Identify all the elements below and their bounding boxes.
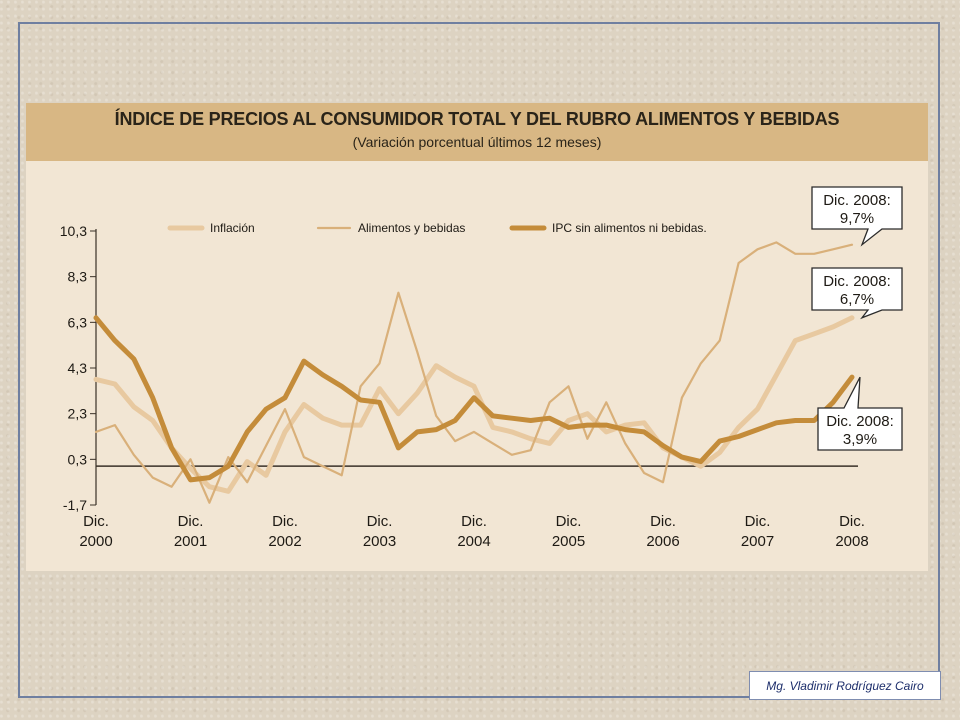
callout-label-line2: 3,9% xyxy=(843,431,877,448)
x-tick-label-line2: 2006 xyxy=(646,533,679,550)
chart-title: ÍNDICE DE PRECIOS AL CONSUMIDOR TOTAL Y … xyxy=(114,109,840,129)
callout-box xyxy=(811,186,903,247)
y-tick-label: 2,3 xyxy=(68,406,88,422)
x-tick-label-line1: Dic. xyxy=(272,513,298,530)
chart-subtitle: (Variación porcentual últimos 12 meses) xyxy=(352,134,602,150)
callout-box xyxy=(817,376,903,451)
x-tick-label-line2: 2001 xyxy=(174,533,207,550)
x-tick-label-line2: 2008 xyxy=(835,533,868,550)
series-line-1 xyxy=(93,315,855,494)
y-tick-label: -1,7 xyxy=(63,497,87,513)
x-tick-label-line1: Dic. xyxy=(556,513,582,530)
x-tick-label-line1: Dic. xyxy=(83,513,109,530)
chart-panel: ÍNDICE DE PRECIOS AL CONSUMIDOR TOTAL Y … xyxy=(26,103,928,571)
x-tick-label-line2: 2003 xyxy=(363,533,396,550)
slide-frame xyxy=(18,22,940,698)
y-tick-label: 4,3 xyxy=(68,360,88,376)
x-tick-label-line2: 2005 xyxy=(552,533,585,550)
x-tick-label-line2: 2004 xyxy=(457,533,490,550)
x-tick-label-line1: Dic. xyxy=(650,513,676,530)
legend-label: Inflación xyxy=(210,221,255,235)
callout-box xyxy=(811,267,903,320)
title-band: ÍNDICE DE PRECIOS AL CONSUMIDOR TOTAL Y … xyxy=(26,103,928,161)
x-tick-label-line1: Dic. xyxy=(178,513,204,530)
x-tick-label-line2: 2007 xyxy=(741,533,774,550)
callout-label-line1: Dic. 2008: xyxy=(823,273,891,290)
y-tick-label: 6,3 xyxy=(68,314,88,330)
author-credit: Mg. Vladimir Rodríguez Cairo xyxy=(749,671,941,700)
x-tick-label-line1: Dic. xyxy=(461,513,487,530)
x-tick-label-line2: 2002 xyxy=(268,533,301,550)
y-tick-label: 10,3 xyxy=(60,223,87,239)
callout-label-line1: Dic. 2008: xyxy=(823,192,891,209)
x-tick-label-line1: Dic. xyxy=(839,513,865,530)
series-line-3 xyxy=(93,315,855,483)
legend-label: Alimentos y bebidas xyxy=(358,221,465,235)
x-tick-label-line1: Dic. xyxy=(367,513,393,530)
x-tick-label-line1: Dic. xyxy=(745,513,771,530)
y-tick-label: 0,3 xyxy=(68,451,88,467)
callout-label-line2: 6,7% xyxy=(840,291,874,308)
x-tick-label-line2: 2000 xyxy=(79,533,112,550)
y-tick-label: 8,3 xyxy=(68,269,88,285)
callout-label-line1: Dic. 2008: xyxy=(826,413,894,430)
series-line-2 xyxy=(94,241,854,504)
legend-label: IPC sin alimentos ni bebidas. xyxy=(552,221,707,235)
callout-label-line2: 9,7% xyxy=(840,210,874,227)
